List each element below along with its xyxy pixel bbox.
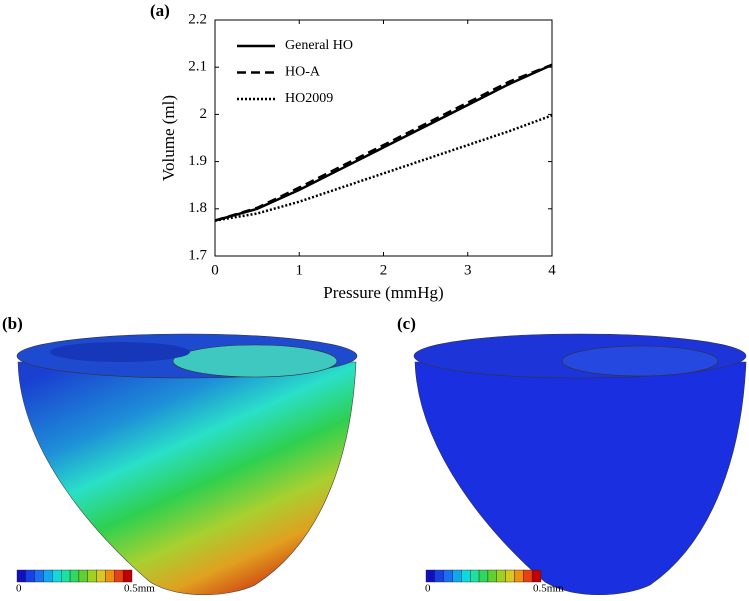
colorbar-cell (114, 569, 124, 583)
legend-label: General HO (285, 38, 353, 53)
colorbar-label: 0 (16, 583, 22, 595)
x-tick-label: 0 (211, 262, 219, 278)
colorbar-cell (61, 569, 71, 583)
legend-label: HO-A (285, 65, 321, 80)
colorbar-cell (443, 569, 453, 583)
y-tick-label: 2 (200, 106, 208, 122)
colorbar-cell (478, 569, 489, 583)
panel-label: (a) (150, 1, 170, 20)
heart-c (413, 333, 747, 595)
colorbar-cell (523, 569, 533, 583)
panel-label: (c) (397, 314, 416, 333)
colorbar-cell (470, 569, 480, 583)
heart-b (16, 333, 358, 595)
y-tick-label: 2.1 (188, 59, 207, 75)
colorbar-cell (487, 569, 497, 583)
x-tick-label: 1 (296, 262, 304, 278)
colorbar-cell (78, 569, 88, 583)
colorbar-cell (531, 569, 542, 583)
series-line (214, 63, 553, 222)
y-tick-label: 1.7 (188, 247, 207, 263)
colorbar-label: 0.5mm (533, 583, 564, 595)
colorbar-cell (87, 569, 97, 583)
x-axis-label: Pressure (mmHg) (323, 283, 443, 302)
series-line (214, 63, 553, 222)
colorbar-cell (96, 569, 106, 583)
colorbar-cell (452, 569, 462, 583)
colorbar-cell (105, 569, 115, 583)
legend-label: HO2009 (285, 91, 333, 106)
colorbar-cell (434, 569, 444, 583)
panel-label: (b) (2, 314, 23, 333)
colorbar-cell (505, 569, 515, 583)
colorbar-cell (425, 569, 436, 583)
x-tick-label: 4 (548, 262, 556, 278)
x-tick-label: 2 (380, 262, 388, 278)
colorbar-cell (25, 569, 35, 583)
colorbar-cell (461, 569, 471, 583)
colorbar-label: 0.5mm (124, 583, 155, 595)
colorbar-cell (43, 569, 53, 583)
colorbar-cell (16, 569, 27, 583)
y-tick-label: 2.2 (188, 11, 207, 27)
colorbar-cell (69, 569, 80, 583)
series-line (214, 114, 553, 222)
plot-frame (214, 19, 553, 257)
y-tick-label: 1.9 (188, 153, 207, 169)
colorbar-cell (514, 569, 524, 583)
y-axis-label: Volume (ml) (159, 95, 178, 181)
colorbar-cell (122, 569, 133, 583)
colorbar-label: 0 (425, 583, 431, 595)
colorbar-cell (34, 569, 44, 583)
x-tick-label: 3 (464, 262, 472, 278)
colorbar-cell (52, 569, 62, 583)
y-tick-label: 1.8 (188, 200, 207, 216)
colorbar-cell (496, 569, 506, 583)
